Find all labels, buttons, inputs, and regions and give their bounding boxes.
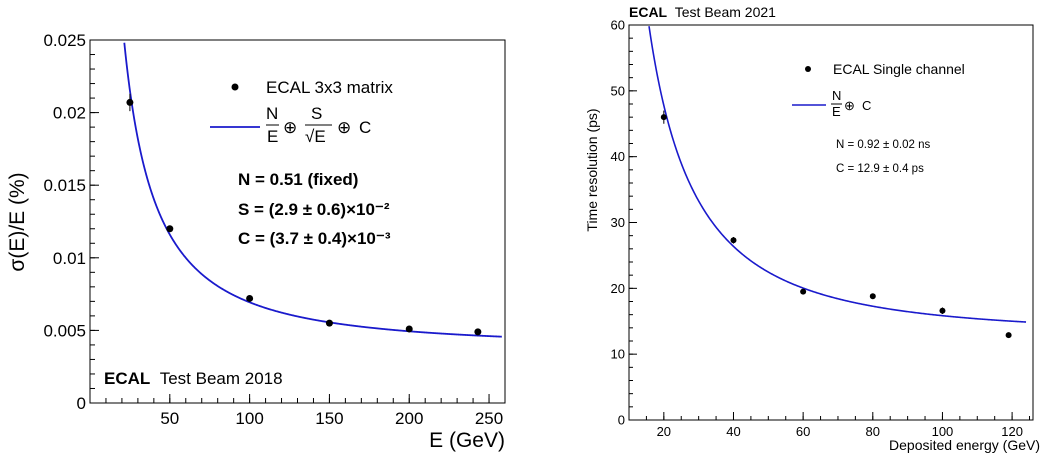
y-tick-label: 0.005 — [43, 321, 86, 340]
y-tick-label: 20 — [611, 281, 625, 296]
x-axis-label: Deposited energy (GeV) — [889, 437, 1040, 453]
x-tick-label: 250 — [475, 409, 503, 428]
axis-ticks — [629, 24, 1031, 421]
fit-result-c: C = (3.7 ± 0.4)×10⁻³ — [238, 229, 391, 248]
y-tick-labels: 0 0.005 0.01 0.015 0.02 0.025 — [43, 31, 86, 413]
formula-n: N — [832, 88, 841, 103]
x-tick-label: 100 — [235, 409, 263, 428]
x-tick-labels: 50 100 150 200 250 — [160, 409, 503, 428]
formula-e: E — [267, 127, 278, 146]
x-tick-label: 60 — [796, 424, 810, 439]
formula-e: E — [832, 104, 841, 119]
fit-result-c: C = 12.9 ± 0.4 ps — [836, 163, 924, 175]
y-axis-label: σ(E)/E (%) — [6, 172, 29, 271]
x-tick-label: 120 — [1001, 424, 1023, 439]
legend-marker — [805, 66, 811, 72]
chart-title-rest: Test Beam 2021 — [675, 4, 776, 20]
x-tick-label: 20 — [657, 424, 671, 439]
chart-title-bold: ECAL — [629, 4, 668, 20]
plot-frame — [628, 24, 1034, 421]
y-tick-label: 0.01 — [53, 249, 86, 268]
x-tick-label: 80 — [866, 424, 880, 439]
x-tick-label: 40 — [726, 424, 740, 439]
y-tick-label: 10 — [611, 347, 625, 362]
fit-curve — [123, 42, 502, 338]
legend-fit-formula: N E ⊕ S √E ⊕ C — [266, 104, 371, 146]
formula-oplus: ⊕ — [844, 98, 855, 113]
x-tick-label: 200 — [395, 409, 423, 428]
data-point — [246, 294, 254, 302]
formula-n: N — [266, 104, 278, 123]
fit-curve — [648, 26, 1027, 323]
y-axis-label: Time resolution (ps) — [584, 108, 600, 231]
y-tick-label: 30 — [611, 215, 625, 230]
legend-marker-label: ECAL Single channel — [833, 61, 965, 77]
time-resolution-chart: ECAL Test Beam 2021 20 40 60 80 100 120 0 10 20… — [584, 4, 1040, 453]
legend: ECAL Single channel N E ⊕ C — [792, 61, 965, 119]
y-tick-label: 50 — [611, 83, 625, 98]
fit-result-n: N = 0.92 ± 0.02 ns — [836, 139, 930, 151]
energy-resolution-chart: 50 100 150 200 250 00.0050.010.0150.020.025 … — [6, 31, 506, 452]
legend-marker — [231, 83, 239, 91]
experiment-label-rest: Test Beam 2018 — [160, 369, 283, 388]
formula-c: C — [862, 98, 871, 113]
y-tick-label: 0.02 — [53, 104, 86, 123]
experiment-label-bold: ECAL — [104, 369, 150, 388]
data-point — [325, 319, 333, 327]
formula-sqrt-e: √E — [305, 127, 326, 146]
fit-result-s: S = (2.9 ± 0.6)×10⁻² — [238, 200, 390, 219]
fit-result-n: N = 0.51 (fixed) — [238, 170, 358, 189]
experiment-label: ECAL Test Beam 2018 — [104, 369, 283, 388]
legend-marker-label: ECAL 3x3 matrix — [266, 78, 393, 97]
formula-c: C — [359, 118, 371, 137]
data-point — [939, 307, 946, 314]
data-point — [730, 237, 737, 244]
data-point — [660, 114, 667, 121]
y-tick-label: 0.015 — [43, 176, 86, 195]
chart-title: ECAL Test Beam 2021 — [629, 4, 776, 20]
x-tick-labels: 20 40 60 80 100 120 — [657, 424, 1023, 439]
y-tick-label: 60 — [611, 18, 625, 33]
data-point — [869, 293, 876, 300]
legend: ECAL 3x3 matrix N E ⊕ S √E ⊕ C — [210, 78, 393, 146]
axis-ticks — [90, 39, 506, 404]
data-point — [126, 98, 134, 106]
data-point — [166, 225, 174, 233]
y-tick-label: 0.025 — [43, 31, 86, 50]
x-tick-label: 50 — [160, 409, 179, 428]
x-tick-label: 150 — [315, 409, 343, 428]
data-point — [1005, 332, 1012, 339]
y-tick-label: 0 — [77, 394, 86, 413]
data-point — [474, 328, 482, 336]
y-tick-label: 40 — [611, 149, 625, 164]
formula-s: S — [311, 104, 322, 123]
legend-fit-formula: N E ⊕ C — [831, 88, 871, 119]
x-axis-label: E (GeV) — [429, 429, 505, 452]
formula-oplus: ⊕ — [337, 118, 351, 137]
data-point — [405, 325, 413, 333]
data-points — [126, 93, 482, 336]
x-tick-label: 100 — [932, 424, 954, 439]
data-points — [660, 110, 1012, 339]
formula-oplus: ⊕ — [283, 118, 297, 137]
data-point — [800, 288, 807, 295]
y-tick-labels: 0 10 20 30 40 50 60 — [611, 18, 625, 428]
y-tick-label: 0 — [618, 413, 625, 428]
